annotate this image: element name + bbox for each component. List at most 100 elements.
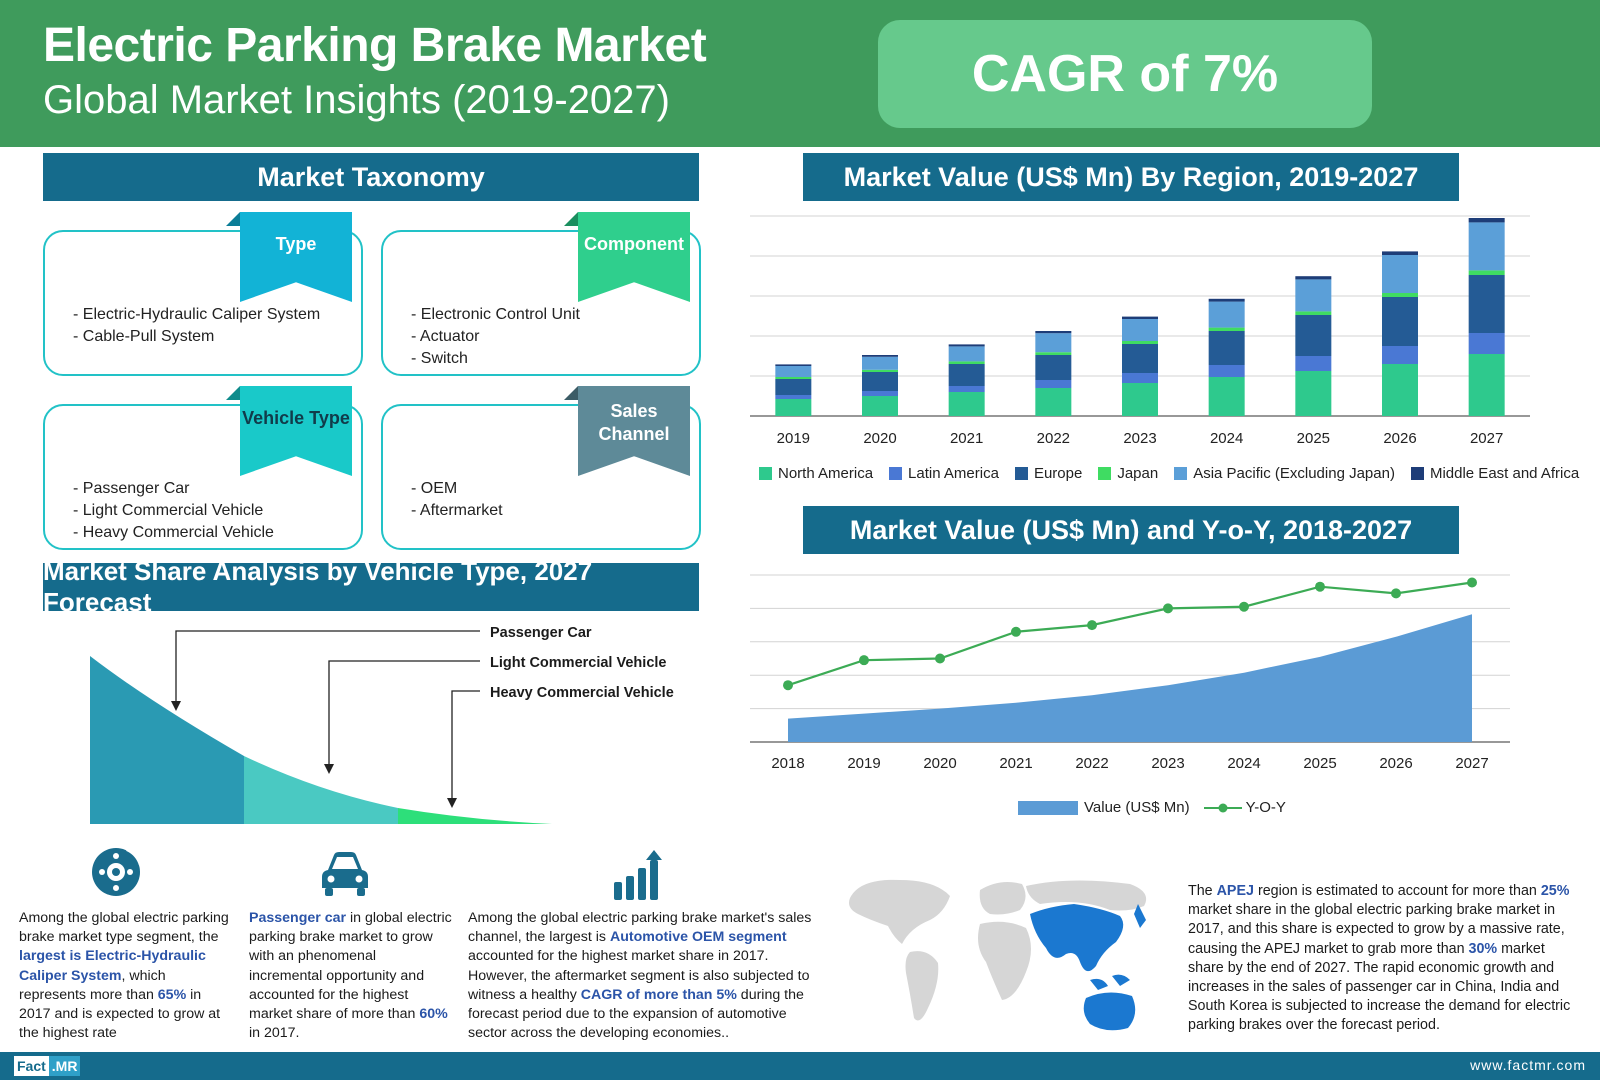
bar-segment xyxy=(1035,352,1072,355)
car-icon xyxy=(322,852,368,896)
legend-swatch xyxy=(1174,467,1188,480)
x-tick-label: 2027 xyxy=(1470,430,1503,447)
bar-segment xyxy=(948,361,985,364)
vehicle-insight: Passenger car in global electric parking… xyxy=(249,909,453,1043)
legend-swatch xyxy=(889,467,903,480)
logo-text: .MR xyxy=(48,1056,81,1076)
share-diagram: Passenger Car Light Commercial Vehicle H… xyxy=(90,625,674,824)
legend-swatch xyxy=(1203,803,1242,812)
bar-segment xyxy=(775,366,812,377)
bar-segment xyxy=(775,377,812,379)
list-item: - Aftermarket xyxy=(411,502,503,519)
bar-segment xyxy=(1382,251,1418,255)
yoy-point xyxy=(859,655,869,666)
arrow-head xyxy=(447,798,457,808)
legend-label: Europe xyxy=(1033,465,1083,482)
type-insight: Among the global electric parking brake … xyxy=(19,909,234,1043)
legend-label: North America xyxy=(778,465,874,482)
text: region is estimated to account for more … xyxy=(1253,883,1541,899)
bar-segment xyxy=(1295,279,1332,312)
japan-shape xyxy=(1134,904,1146,928)
taxonomy-title: Market Taxonomy xyxy=(43,153,699,201)
share-label: Passenger Car xyxy=(490,625,592,641)
yoy-point xyxy=(935,653,945,664)
cagr-badge: CAGR of 7% xyxy=(878,20,1372,128)
bar-segment xyxy=(1122,341,1158,344)
share-title: Market Share Analysis by Vehicle Type, 2… xyxy=(43,556,699,617)
text: , which represents more than xyxy=(19,967,166,1003)
factmr-logo: Fact .MR xyxy=(14,1056,81,1076)
bar-segment xyxy=(1122,344,1158,373)
footer: Fact .MR www.factmr.com xyxy=(0,1052,1600,1080)
x-tick-label: 2022 xyxy=(1075,755,1108,772)
yoy-point xyxy=(1391,588,1401,599)
x-tick-label: 2019 xyxy=(777,430,810,447)
logo-text: Fact xyxy=(14,1056,49,1076)
sales-channel-card: - OEM - Aftermarket xyxy=(381,404,701,550)
x-tick-label: 2021 xyxy=(999,755,1032,772)
x-tick-label: 2027 xyxy=(1455,755,1488,772)
x-tick-label: 2026 xyxy=(1379,755,1412,772)
brake-disc-icon xyxy=(92,847,143,896)
list-item: - OEM xyxy=(411,480,458,497)
text: during the forecast period due to the ex… xyxy=(468,986,804,1042)
list-item: - Electric-Hydraulic Caliper System xyxy=(73,306,321,323)
bar-segment xyxy=(1035,331,1072,334)
bar-segment xyxy=(1208,331,1245,365)
list-item: - Actuator xyxy=(411,328,480,345)
yoy-point xyxy=(1011,626,1021,637)
yoy-point xyxy=(1315,581,1325,592)
list-item: - Heavy Commercial Vehicle xyxy=(73,524,274,541)
x-tick-label: 2026 xyxy=(1383,430,1416,447)
islands-shape xyxy=(1090,974,1130,990)
yoy-point xyxy=(1163,603,1173,614)
australia-shape xyxy=(1083,992,1136,1031)
highlight: 30% xyxy=(1468,940,1498,957)
apej-region-shape xyxy=(1030,904,1124,972)
bar-segment xyxy=(1468,222,1505,271)
text: in 2017 and is expected to grow at the h… xyxy=(19,986,221,1042)
bar-segment xyxy=(1208,327,1245,331)
bar-segment xyxy=(1122,319,1158,341)
bar-segment xyxy=(1035,355,1072,380)
legend-label: Japan xyxy=(1117,465,1159,482)
page-title: Electric Parking Brake Market xyxy=(43,19,707,72)
bar-segment xyxy=(1382,297,1418,346)
bar-segment xyxy=(1382,346,1418,364)
bar-segment xyxy=(1382,293,1418,297)
bar-segment xyxy=(1035,333,1072,353)
bar-segment xyxy=(948,392,985,416)
text: market share in the global electric park… xyxy=(1188,902,1565,957)
site-url[interactable]: www.factmr.com xyxy=(1470,1057,1586,1073)
legend-label: Asia Pacific (Excluding Japan) xyxy=(1193,465,1395,482)
bar-segment xyxy=(1035,380,1072,388)
highlight: CAGR of more than 5% xyxy=(580,986,737,1003)
x-tick-label: 2022 xyxy=(1037,430,1070,447)
legend-swatch xyxy=(1410,467,1424,480)
yoy-point xyxy=(1239,601,1249,612)
bar-segment xyxy=(775,395,812,399)
share-label: Light Commercial Vehicle xyxy=(490,655,666,671)
yoy-point xyxy=(1087,620,1097,631)
bar-segment xyxy=(862,369,898,372)
text: in global electric parking brake market … xyxy=(249,910,452,1023)
region-legend: North America Latin America Europe Japan… xyxy=(759,465,1579,482)
x-tick-label: 2021 xyxy=(950,430,983,447)
north-america-shape xyxy=(849,879,950,944)
highlight: Automotive OEM segment xyxy=(609,929,787,946)
legend-label: Value (US$ Mn) xyxy=(1084,799,1190,816)
tag-fold xyxy=(564,212,578,226)
sales-channel-list: - OEM - Aftermarket xyxy=(411,478,503,522)
bar-segment xyxy=(1122,316,1158,319)
bar-segment xyxy=(862,396,898,416)
bar-segment xyxy=(1468,333,1505,354)
tag-fold xyxy=(564,386,578,400)
bar-segment xyxy=(862,356,898,370)
bar-segment xyxy=(1382,364,1418,416)
text: The xyxy=(1188,883,1217,899)
yoy-line xyxy=(787,581,1473,687)
highlight: 25% xyxy=(1540,883,1570,899)
bar-segment xyxy=(948,346,985,362)
bar-segment xyxy=(1295,356,1332,371)
x-tick-label: 2020 xyxy=(923,755,956,772)
